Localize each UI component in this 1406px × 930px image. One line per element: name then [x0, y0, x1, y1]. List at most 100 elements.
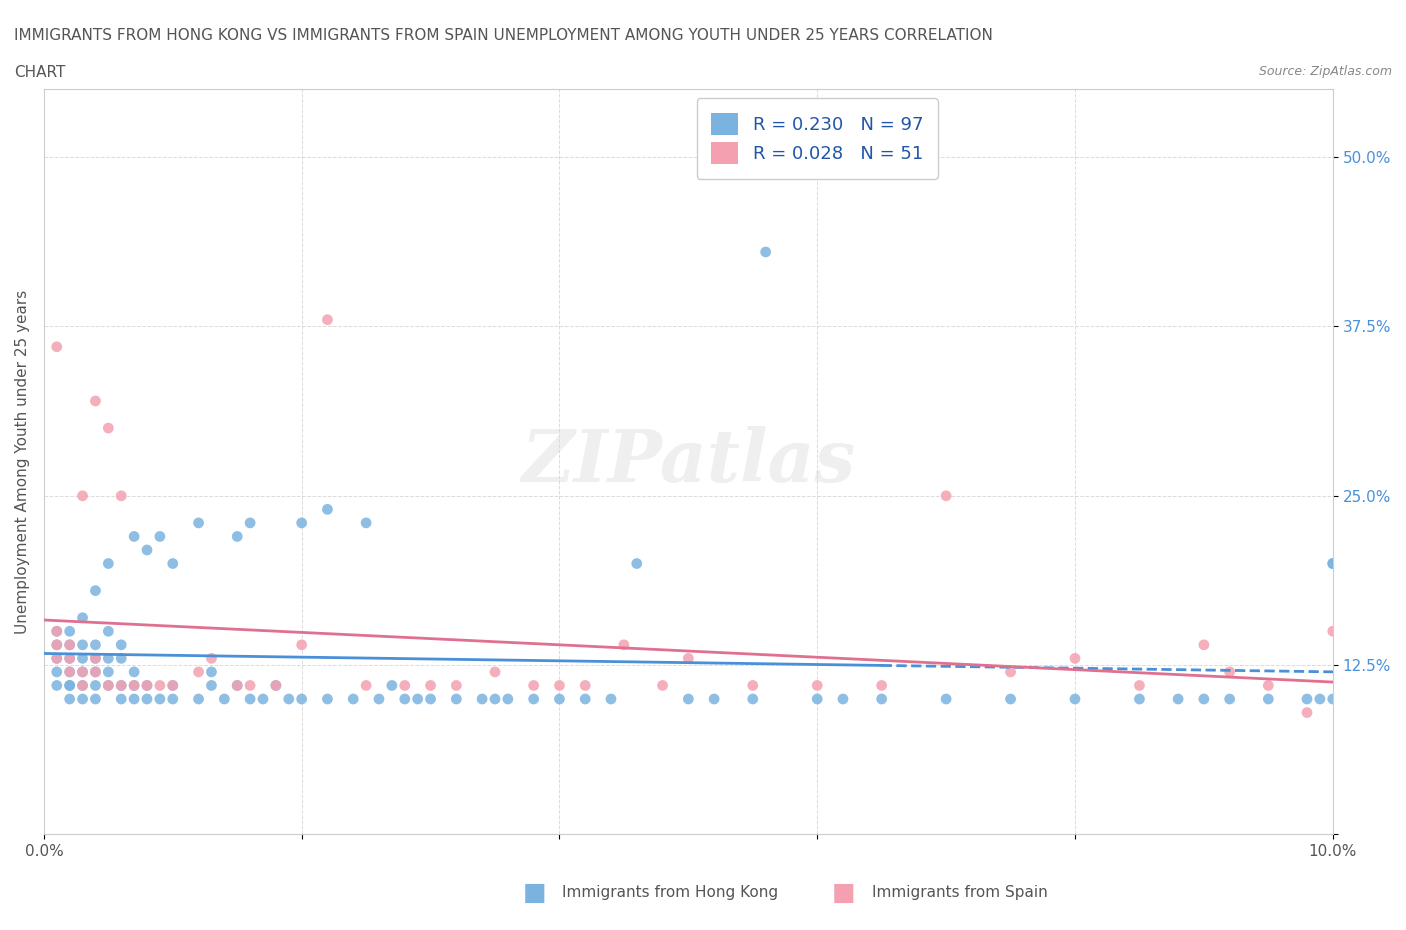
Point: [574, 692, 596, 707]
Point: [59, 624, 82, 639]
Point: [1219, 664, 1241, 679]
Point: [72, 664, 94, 679]
Point: [316, 692, 339, 707]
Point: [72, 488, 94, 503]
Point: [84, 678, 107, 693]
Point: [484, 692, 506, 707]
Point: [935, 692, 957, 707]
Point: [1192, 692, 1215, 707]
Text: Immigrants from Hong Kong: Immigrants from Hong Kong: [562, 885, 779, 900]
Point: [59, 664, 82, 679]
Point: [122, 664, 145, 679]
Point: [291, 515, 314, 530]
Point: [368, 692, 391, 707]
Point: [59, 678, 82, 693]
Point: [97, 678, 120, 693]
Point: [84, 664, 107, 679]
Point: [239, 692, 262, 707]
Point: [162, 556, 184, 571]
Point: [72, 610, 94, 625]
Point: [200, 678, 222, 693]
Point: [394, 692, 416, 707]
Point: [97, 420, 120, 435]
Point: [226, 529, 249, 544]
Point: [110, 692, 132, 707]
Point: [136, 542, 159, 557]
Point: [239, 515, 262, 530]
Point: [84, 393, 107, 408]
Point: [1064, 692, 1087, 707]
Point: [84, 651, 107, 666]
Point: [239, 678, 262, 693]
Point: [187, 664, 209, 679]
Point: [59, 651, 82, 666]
Point: [264, 678, 287, 693]
Point: [406, 692, 429, 707]
Point: [110, 678, 132, 693]
Point: [870, 692, 893, 707]
Text: IMMIGRANTS FROM HONG KONG VS IMMIGRANTS FROM SPAIN UNEMPLOYMENT AMONG YOUTH UNDE: IMMIGRANTS FROM HONG KONG VS IMMIGRANTS …: [14, 28, 993, 43]
Point: [600, 692, 623, 707]
Point: [548, 678, 571, 693]
Point: [187, 515, 209, 530]
Point: [1000, 664, 1022, 679]
Text: CHART: CHART: [14, 65, 66, 80]
Point: [84, 692, 107, 707]
Point: [755, 245, 778, 259]
Point: [136, 678, 159, 693]
Point: [122, 678, 145, 693]
Point: [110, 651, 132, 666]
Point: [72, 678, 94, 693]
Point: [136, 678, 159, 693]
Point: [1257, 678, 1279, 693]
Point: [264, 678, 287, 693]
Point: [381, 678, 404, 693]
Point: [45, 339, 67, 354]
Point: [806, 678, 828, 693]
Point: [84, 637, 107, 652]
Point: [59, 692, 82, 707]
Point: [45, 637, 67, 652]
Point: [651, 678, 673, 693]
Text: Source: ZipAtlas.com: Source: ZipAtlas.com: [1258, 65, 1392, 78]
Point: [187, 692, 209, 707]
Point: [342, 692, 364, 707]
Point: [226, 678, 249, 693]
Point: [97, 678, 120, 693]
Point: [45, 624, 67, 639]
Point: [419, 692, 441, 707]
Point: [110, 488, 132, 503]
Text: ■: ■: [832, 881, 855, 905]
Point: [97, 624, 120, 639]
Point: [72, 637, 94, 652]
Point: [1322, 692, 1344, 707]
Point: [84, 651, 107, 666]
Point: [200, 651, 222, 666]
Point: [291, 692, 314, 707]
Point: [574, 678, 596, 693]
Point: [291, 637, 314, 652]
Point: [45, 637, 67, 652]
Text: ZIPatlas: ZIPatlas: [522, 427, 855, 498]
Point: [1322, 556, 1344, 571]
Point: [419, 678, 441, 693]
Point: [149, 529, 172, 544]
Point: [59, 678, 82, 693]
Point: [200, 664, 222, 679]
Point: [97, 556, 120, 571]
Point: [471, 692, 494, 707]
Point: [59, 664, 82, 679]
Point: [703, 692, 725, 707]
Point: [1192, 637, 1215, 652]
Point: [122, 529, 145, 544]
Point: [252, 692, 274, 707]
Point: [45, 664, 67, 679]
Point: [214, 692, 236, 707]
Point: [149, 692, 172, 707]
Point: [45, 678, 67, 693]
Point: [1167, 692, 1189, 707]
Point: [678, 692, 700, 707]
Point: [226, 678, 249, 693]
Point: [97, 664, 120, 679]
Point: [741, 678, 763, 693]
